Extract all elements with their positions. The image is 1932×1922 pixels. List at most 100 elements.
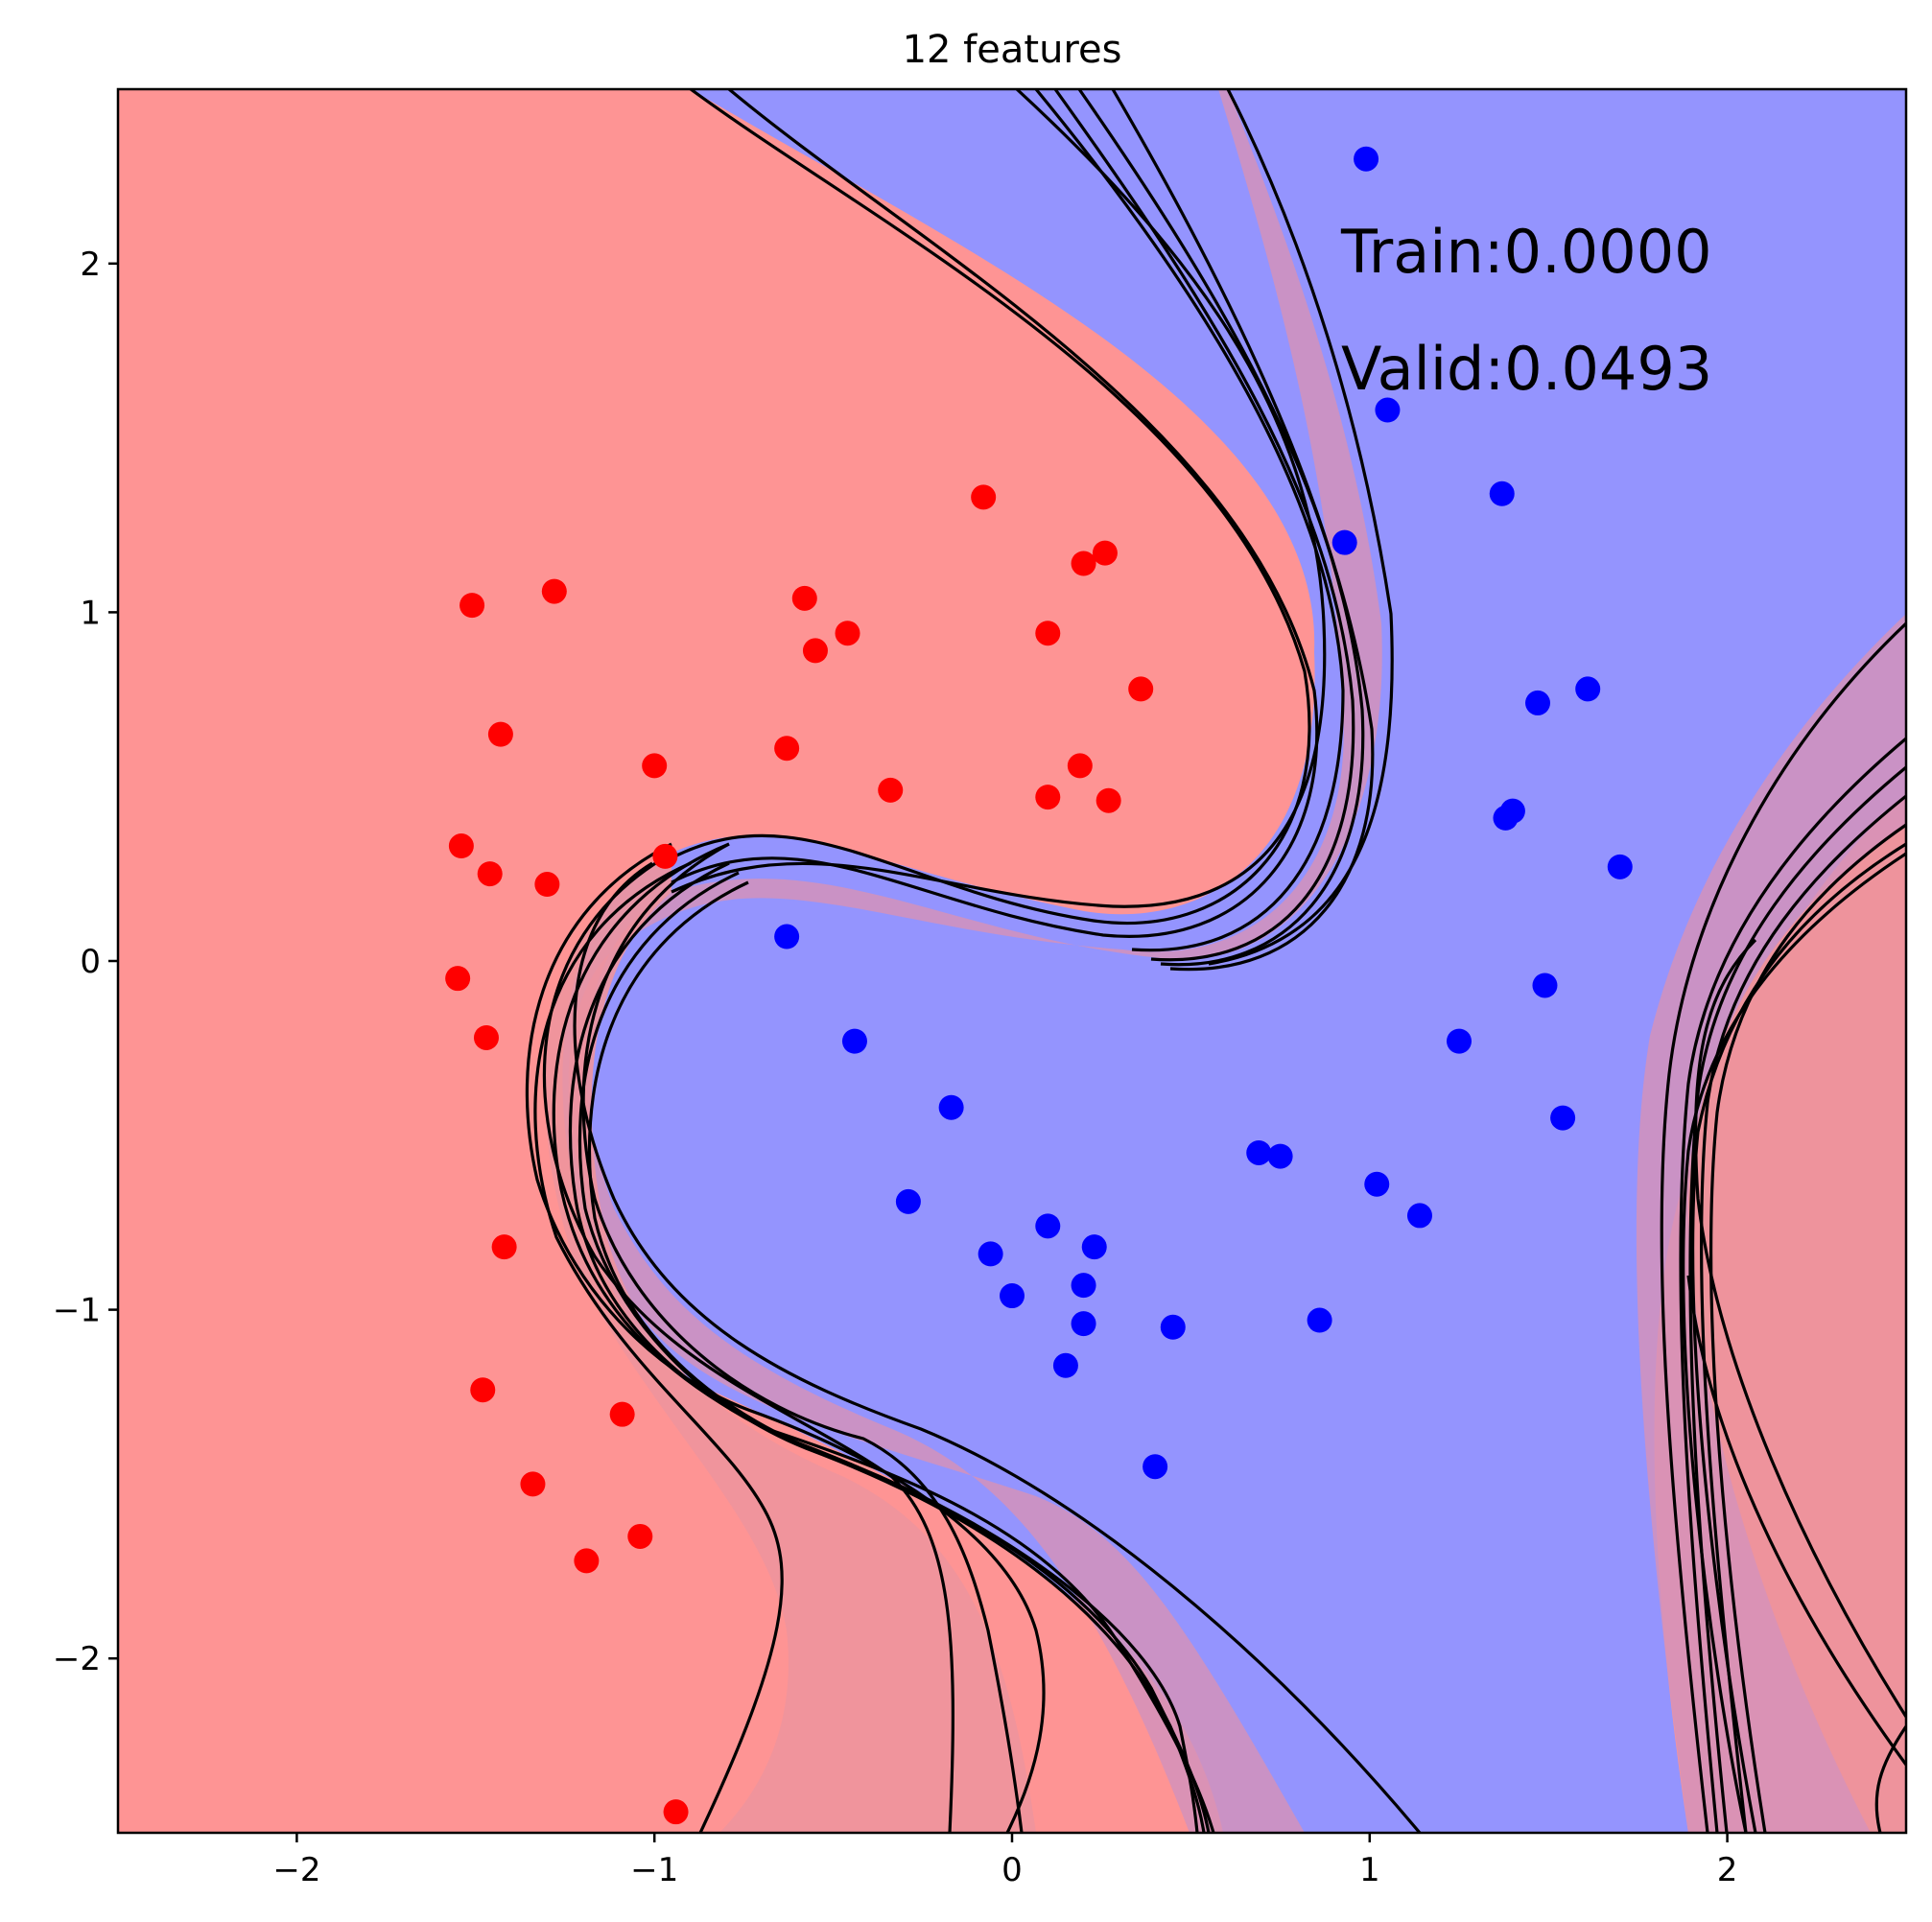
decision-boundary-curve: [1682, 852, 1906, 1833]
decision-boundary-curve: [1709, 823, 1906, 1833]
blue-point: [1267, 1143, 1293, 1169]
red-point: [627, 1523, 653, 1549]
blue-point: [1607, 854, 1633, 879]
decision-boundary-curve: [587, 880, 1199, 1833]
decision-boundary-curve: [577, 871, 1206, 1833]
blue-point: [895, 1188, 921, 1214]
blue-point: [1000, 1283, 1025, 1309]
blue-point: [1406, 1203, 1432, 1229]
x-tick-label: 2: [1717, 1851, 1738, 1889]
red-point: [445, 966, 471, 992]
red-point: [448, 833, 474, 859]
decision-boundary-curve: [1686, 1275, 1906, 1766]
blue-point: [1525, 690, 1551, 715]
red-point: [1092, 540, 1118, 566]
red-point: [473, 1024, 499, 1050]
red-point: [520, 1471, 546, 1497]
blue-point: [1246, 1139, 1272, 1165]
blue-point: [1143, 1454, 1168, 1480]
blue-point: [1035, 1213, 1061, 1239]
red-point: [534, 872, 560, 898]
red-point: [835, 621, 860, 646]
chart-title: 12 features: [903, 28, 1122, 72]
decision-boundary-curve: [573, 861, 1422, 1833]
y-tick-label: 1: [80, 594, 101, 632]
y-tick-label: −2: [53, 1640, 101, 1678]
data-points: [445, 146, 1633, 1825]
red-point: [1067, 753, 1093, 779]
red-point: [477, 861, 503, 887]
red-point: [971, 484, 997, 510]
blue-point: [1354, 146, 1379, 172]
red-point: [1096, 787, 1121, 813]
valid-score-label: Valid:0.0493: [1341, 334, 1712, 404]
mixed-band-lower-left: [545, 854, 1036, 1833]
decision-boundary-curve: [525, 842, 1046, 1833]
blue-point: [841, 1028, 867, 1054]
blue-point: [774, 924, 800, 949]
x-axis: −2 −1 0 1 2: [272, 1833, 1737, 1889]
blue-point: [1375, 397, 1401, 423]
red-point: [663, 1799, 689, 1825]
blue-point: [938, 1094, 964, 1120]
blue-point: [1052, 1352, 1078, 1378]
decision-boundary-curve: [1660, 621, 1906, 1833]
red-point: [878, 777, 904, 803]
red-point: [1128, 676, 1154, 702]
mixed-band-upper: [568, 89, 1382, 1833]
blue-point: [1071, 1311, 1096, 1337]
y-axis: −2 −1 0 1 2: [53, 246, 118, 1678]
blue-point: [1364, 1171, 1390, 1197]
decision-boundary-curve: [1874, 1725, 1906, 1833]
red-point: [541, 578, 567, 604]
blue-point: [1160, 1314, 1186, 1340]
red-point: [491, 1234, 517, 1260]
red-point: [459, 593, 485, 619]
decision-boundary-curves: [525, 89, 1906, 1833]
red-point: [642, 753, 668, 779]
decision-boundary-curve: [1208, 89, 1394, 966]
red-point: [791, 585, 817, 611]
x-tick-label: 0: [1001, 1851, 1023, 1889]
decision-boundary-curve: [1111, 89, 1375, 972]
red-point: [1035, 621, 1061, 646]
blue-point: [1493, 805, 1519, 831]
decision-boundary-curve: [1034, 89, 1345, 952]
red-point: [574, 1548, 600, 1574]
decision-boundary-curve: [581, 842, 1024, 1833]
red-region-lower-right: [1688, 825, 1906, 1833]
plot-area: [118, 89, 1906, 1833]
blue-point: [1575, 676, 1601, 702]
decision-boundary-curve: [1053, 89, 1355, 962]
red-point: [1035, 785, 1061, 810]
decision-boundary-curve: [1077, 89, 1365, 967]
x-tick-label: −2: [272, 1851, 320, 1889]
blue-point: [1331, 529, 1357, 555]
decision-boundary-curve: [671, 89, 1319, 938]
blue-point: [1447, 1028, 1472, 1054]
decision-boundary-curve: [1691, 842, 1906, 1833]
blue-point: [1081, 1234, 1107, 1260]
y-tick-label: 0: [80, 943, 101, 981]
decision-boundary-curve: [1688, 765, 1906, 1833]
red-point: [652, 843, 678, 869]
red-point: [1071, 551, 1096, 576]
red-point: [802, 638, 828, 664]
y-tick-label: 2: [80, 246, 101, 284]
blue-point: [978, 1241, 1003, 1267]
decision-boundary-curve: [1699, 794, 1906, 1833]
red-point: [774, 736, 800, 762]
train-score-label: Train:0.0000: [1340, 217, 1712, 287]
decision-boundary-curve: [1679, 737, 1906, 1833]
red-point: [470, 1377, 496, 1403]
x-tick-label: 1: [1359, 1851, 1380, 1889]
x-tick-label: −1: [630, 1851, 678, 1889]
decision-boundary-curve: [671, 89, 1327, 908]
y-tick-label: −1: [53, 1292, 101, 1330]
blue-point: [1489, 480, 1515, 506]
red-point: [609, 1401, 635, 1427]
blue-point: [1071, 1273, 1096, 1299]
decision-boundary-curve: [542, 852, 954, 1833]
blue-point: [1532, 973, 1558, 998]
